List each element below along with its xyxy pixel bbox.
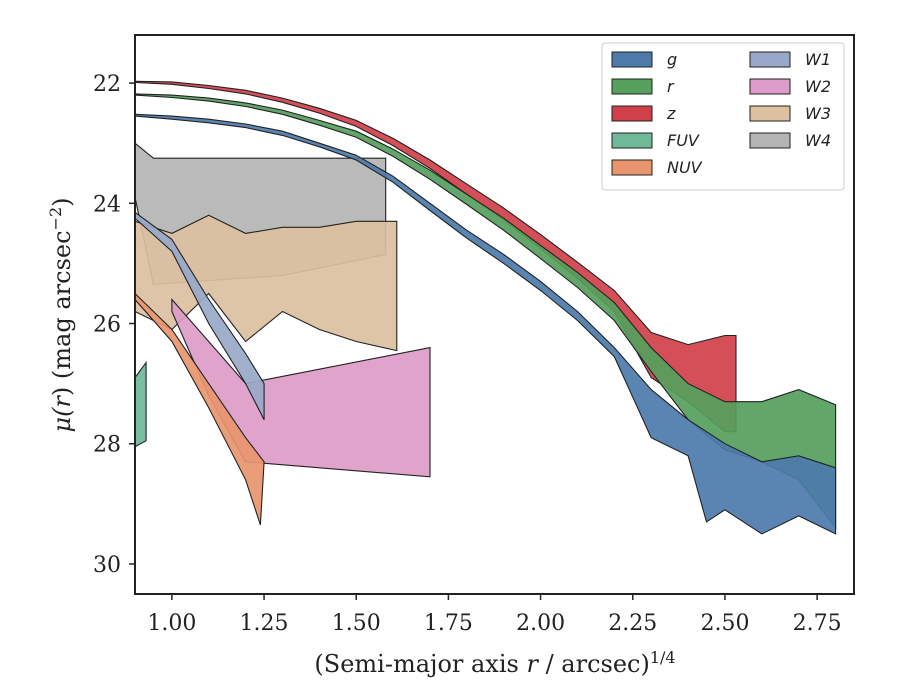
x-tick-label: 1.50: [332, 611, 381, 636]
legend-swatch-g: [611, 51, 653, 68]
y-tick-label: 26: [93, 313, 121, 338]
band-w3: [135, 214, 398, 352]
y-axis-label: μ(r) (mag arcsec−2): [46, 197, 77, 432]
x-tick-label: 2.00: [516, 611, 565, 636]
legend-swatch-w3: [749, 105, 791, 122]
legend-label-w4: W4: [805, 131, 831, 150]
band-nuv: [135, 292, 265, 526]
legend-swatch-z: [611, 105, 653, 122]
legend-label-g: g: [667, 50, 677, 69]
legend: grz FUV NUV W1 W2 W3 W4: [601, 42, 845, 191]
band-fuv: [135, 360, 147, 448]
legend-label-nuv: NUV: [667, 158, 703, 177]
x-tick-label: 2.25: [608, 611, 657, 636]
y-tick-label: 24: [93, 192, 121, 217]
legend-label-w1: W1: [805, 50, 831, 69]
x-tick-label: 2.50: [700, 611, 749, 636]
band-w1: [135, 211, 265, 420]
legend-label-z: z: [666, 104, 676, 123]
legend-label-w3: W3: [805, 104, 831, 123]
legend-swatch-w4: [749, 132, 791, 149]
x-tick-label: 1.75: [424, 611, 473, 636]
legend-swatch-r: [611, 78, 653, 95]
y-tick-label: 22: [93, 72, 121, 97]
legend-swatch-w1: [749, 51, 791, 68]
band-g: [135, 113, 837, 535]
x-tick-label: 2.75: [793, 611, 842, 636]
plot-frame: [134, 34, 855, 595]
x-tick-label: 1.00: [147, 611, 196, 636]
legend-swatch-fuv: [611, 132, 653, 149]
legend-swatch-nuv: [611, 159, 653, 176]
x-axis-label: (Semi-major axis r / arcsec)1/4: [314, 648, 675, 679]
x-tick-label: 1.25: [240, 611, 289, 636]
bands-layer: [135, 80, 837, 535]
legend-label-w2: W2: [805, 77, 831, 96]
legend-swatch-w2: [749, 78, 791, 95]
legend-label-r: r: [667, 77, 675, 96]
y-tick-label: 28: [93, 433, 121, 458]
y-tick-label: 30: [93, 553, 121, 578]
legend-label-fuv: FUV: [667, 131, 700, 150]
ticks-layer: 1.00 1.25 1.50 1.75 2.00 2.25 2.50 2.75 22 24 26 28…: [93, 72, 842, 636]
